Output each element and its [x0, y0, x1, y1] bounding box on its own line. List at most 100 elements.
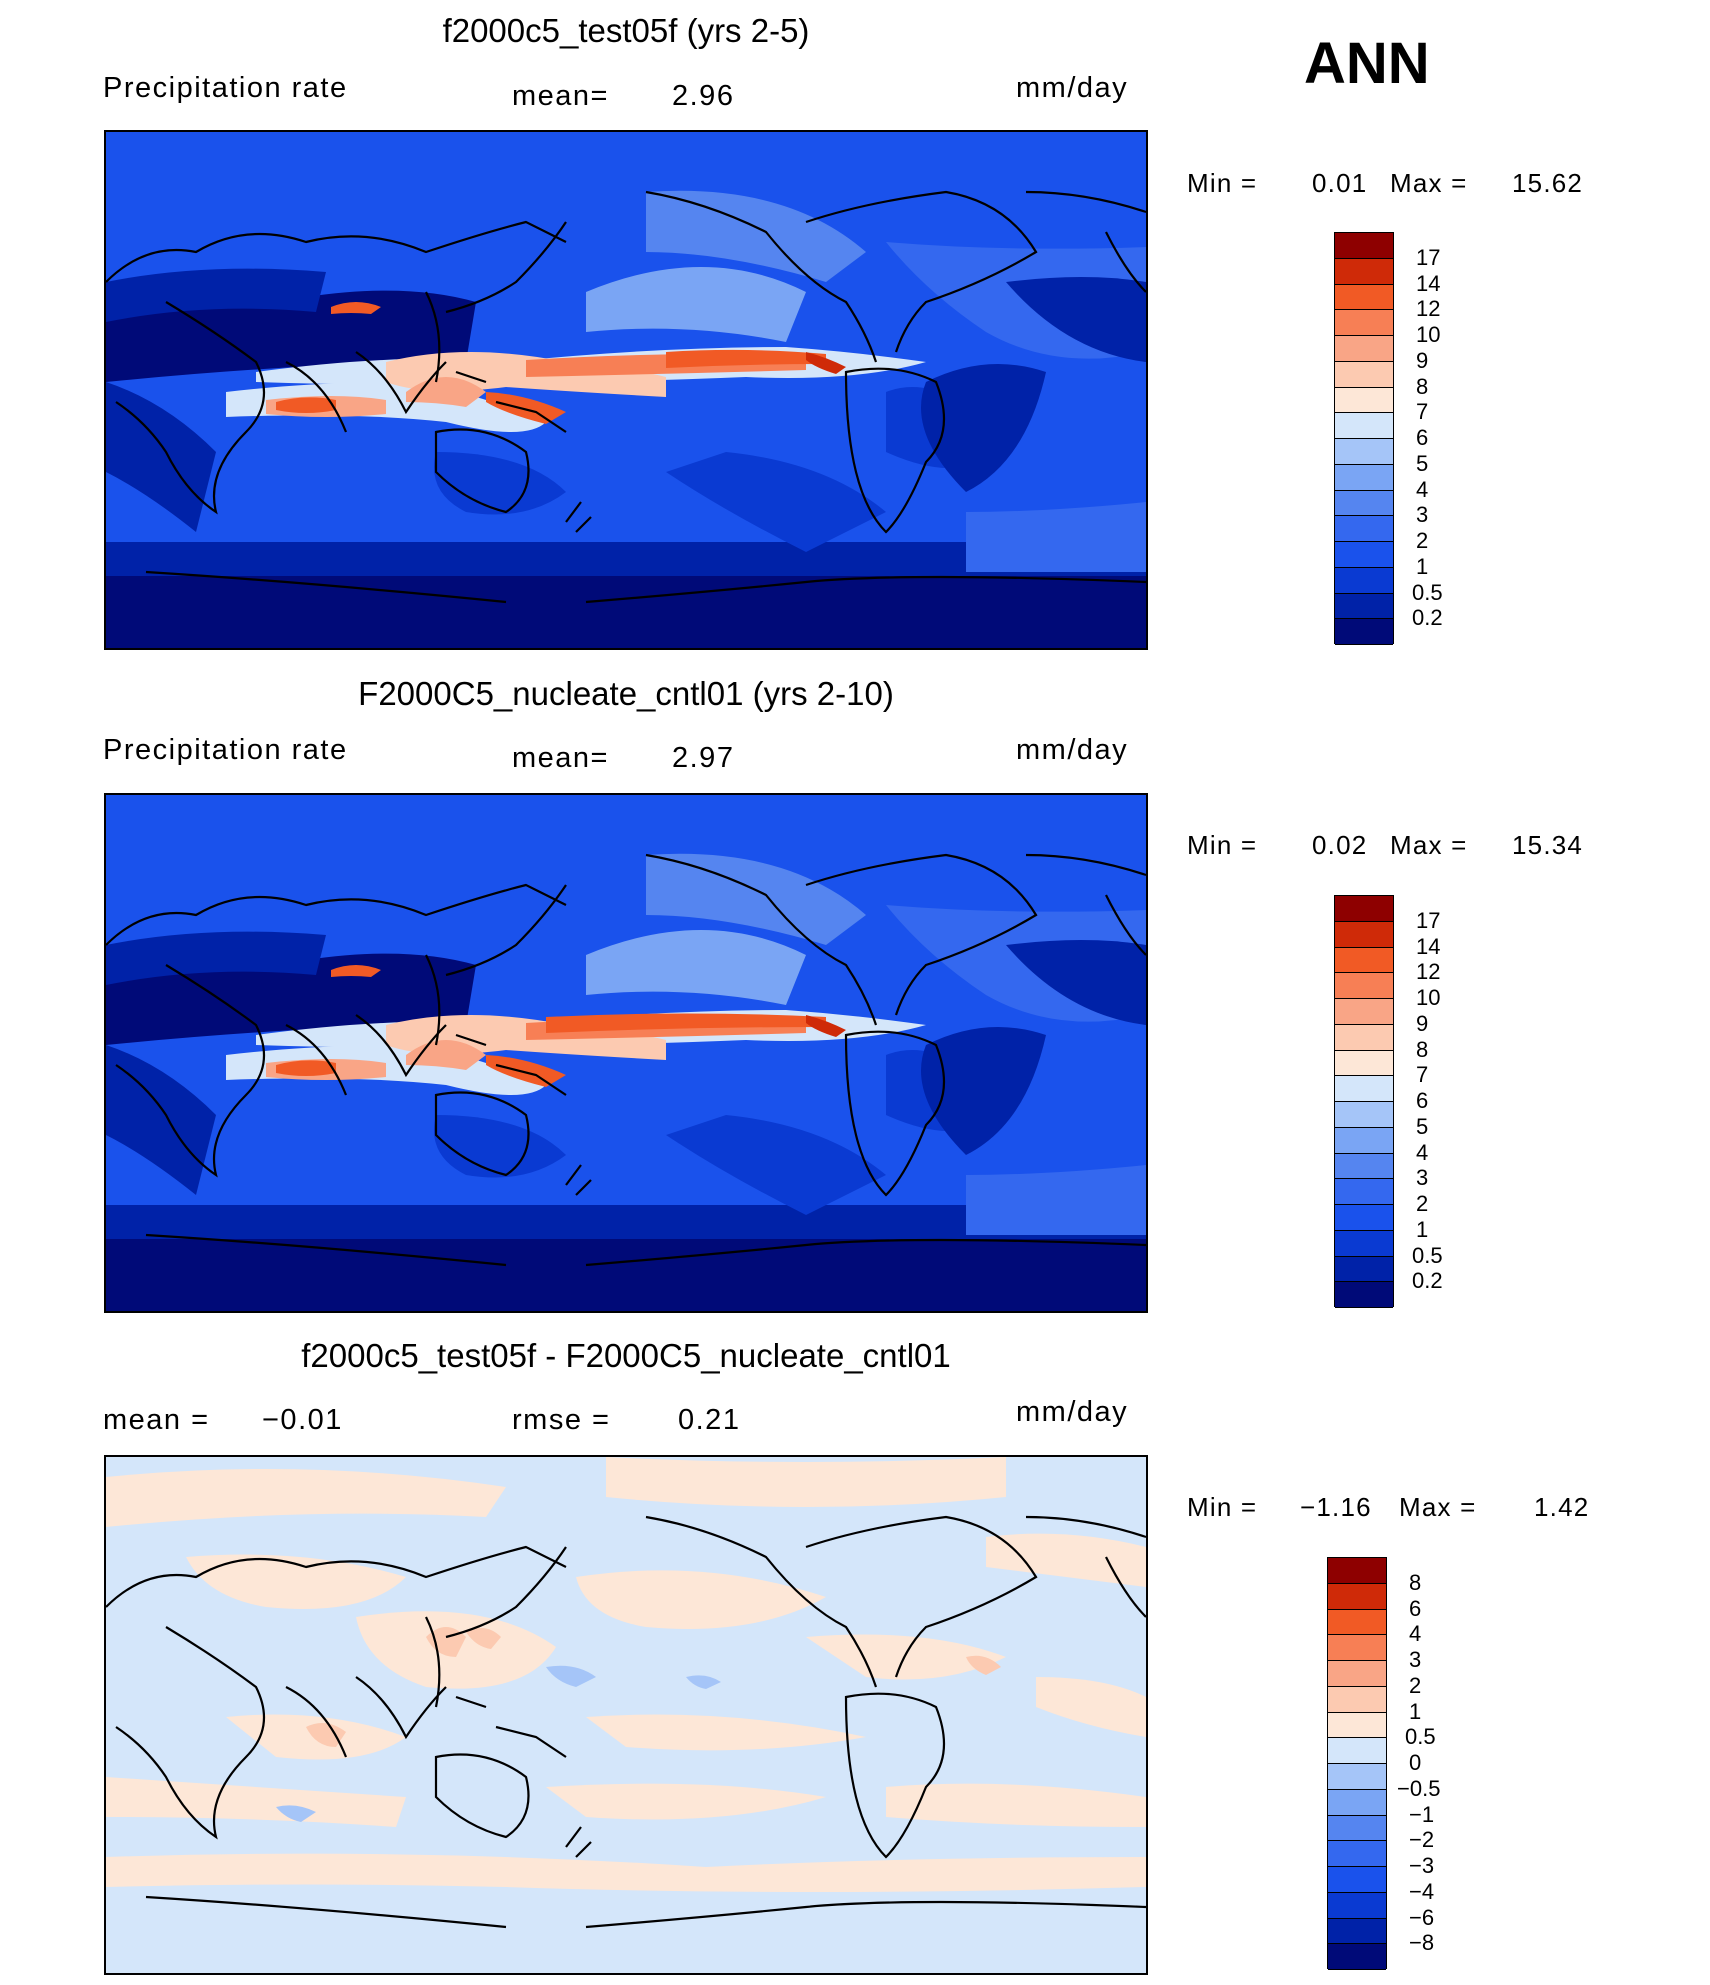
colorbar-3-box	[1328, 1944, 1386, 1970]
colorbar-2-tick-label: 12	[1416, 959, 1441, 985]
colorbar-3-box	[1328, 1686, 1386, 1713]
colorbar-3-tick-label: 3	[1409, 1647, 1422, 1672]
colorbar-2-box	[1335, 896, 1393, 922]
colorbar-1-box	[1335, 567, 1393, 594]
colorbar-2-tick-label: 0.2	[1412, 1268, 1443, 1294]
colorbar-2-box	[1335, 1127, 1393, 1154]
colorbar-1-tick-label: 7	[1416, 399, 1429, 425]
colorbar-1-tick-label: 3	[1416, 502, 1429, 528]
panel-2-map-svg	[106, 795, 1146, 1311]
colorbar-2-tick-label: 0.5	[1412, 1242, 1443, 1268]
panel-2-colorbar	[1334, 895, 1394, 1308]
colorbar-3-box	[1328, 1789, 1386, 1816]
colorbar-3-box	[1328, 1892, 1386, 1919]
panel-1-min-value: 0.01	[1312, 168, 1368, 198]
colorbar-2-tick-label: 17	[1416, 907, 1441, 933]
colorbar-3-box	[1328, 1609, 1386, 1636]
colorbar-3-tick-label: −6	[1409, 1904, 1435, 1930]
colorbar-3-tick-label: 0	[1409, 1750, 1422, 1775]
colorbar-2-box	[1335, 973, 1393, 999]
colorbar-2-tick-label: 8	[1416, 1036, 1429, 1062]
colorbar-1-tick-label: 17	[1416, 244, 1441, 270]
colorbar-3-tick-label: −8	[1409, 1930, 1435, 1956]
panel-1-variable-label: Precipitation rate	[103, 72, 348, 104]
colorbar-1-tick-label: 12	[1416, 296, 1441, 322]
colorbar-1-box	[1335, 336, 1393, 362]
colorbar-2-box	[1335, 1153, 1393, 1180]
colorbar-3-box	[1328, 1635, 1386, 1661]
colorbar-3-box	[1328, 1867, 1386, 1893]
colorbar-1-box	[1335, 413, 1393, 439]
colorbar-2-box	[1335, 1256, 1393, 1283]
colorbar-2-box	[1335, 1076, 1393, 1102]
colorbar-2-box	[1335, 1179, 1393, 1205]
colorbar-2-tick-label: 10	[1416, 985, 1441, 1010]
colorbar-3-tick-label: −0.5	[1397, 1775, 1441, 1801]
colorbar-1-box	[1335, 619, 1393, 645]
colorbar-2-box	[1335, 1024, 1393, 1051]
panel-3-title: f2000c5_test05f - F2000C5_nucleate_cntl0…	[301, 1337, 951, 1374]
colorbar-1-box	[1335, 387, 1393, 414]
colorbar-1-tick-label: 14	[1416, 270, 1441, 296]
season-label: ANN	[1304, 31, 1430, 96]
colorbar-2-box	[1335, 999, 1393, 1025]
colorbar-3-box	[1328, 1918, 1386, 1945]
colorbar-3-box	[1328, 1815, 1386, 1842]
colorbar-3-tick-label: −2	[1409, 1827, 1435, 1853]
colorbar-3-tick-label: 1	[1409, 1698, 1422, 1724]
panel-3-colorbar	[1327, 1557, 1387, 1970]
panel-3-units: mm/day	[1016, 1396, 1129, 1428]
panel-1-units: mm/day	[1016, 72, 1129, 104]
colorbar-3-tick-label: −4	[1409, 1878, 1435, 1904]
panel-1-mean-label: mean=	[512, 80, 609, 112]
panel-2-max-value: 15.34	[1512, 830, 1584, 860]
panel-3-map-svg	[106, 1457, 1146, 1973]
colorbar-1-tick-label: 10	[1416, 322, 1441, 347]
panel-2-min-value: 0.02	[1312, 830, 1368, 860]
colorbar-3-box	[1328, 1764, 1386, 1790]
panel-3-min-value: −1.16	[1300, 1492, 1372, 1522]
colorbar-1-box	[1335, 258, 1393, 285]
panel-1-colorbar	[1334, 232, 1394, 645]
colorbar-2-tick-label: 7	[1416, 1062, 1429, 1088]
colorbar-2-box	[1335, 921, 1393, 948]
colorbar-2-tick-label: 14	[1416, 933, 1441, 959]
colorbar-2-box	[1335, 1102, 1393, 1128]
colorbar-3-box	[1328, 1661, 1386, 1687]
panel-3-mean-label: mean =	[103, 1404, 210, 1436]
colorbar-3-tick-label: 2	[1409, 1672, 1422, 1698]
colorbar-3-tick-label: 8	[1409, 1569, 1422, 1595]
panel-2-title: F2000C5_nucleate_cntl01 (yrs 2-10)	[358, 675, 894, 712]
colorbar-2-tick-label: 4	[1416, 1139, 1429, 1165]
colorbar-1-box	[1335, 464, 1393, 491]
panel-2-min-label: Min =	[1187, 830, 1258, 860]
colorbar-1-box	[1335, 233, 1393, 259]
panel-1-max-label: Max =	[1390, 168, 1468, 198]
colorbar-2-box	[1335, 1050, 1393, 1077]
panel-3-min-label: Min =	[1187, 1492, 1258, 1522]
colorbar-1-box	[1335, 361, 1393, 388]
colorbar-3-box	[1328, 1558, 1386, 1584]
colorbar-1-tick-label: 9	[1416, 347, 1429, 373]
colorbar-1-box	[1335, 310, 1393, 336]
panel-1-map-svg	[106, 132, 1146, 648]
colorbar-3-tick-label: 4	[1409, 1621, 1422, 1647]
colorbar-3-box	[1328, 1583, 1386, 1610]
colorbar-3-box	[1328, 1738, 1386, 1764]
panel-3-rmse-value: 0.21	[678, 1404, 741, 1436]
panel-2-variable-label: Precipitation rate	[103, 734, 348, 766]
colorbar-1-tick-label: 4	[1416, 476, 1429, 502]
colorbar-1-tick-label: 2	[1416, 528, 1429, 553]
panel-2-units: mm/day	[1016, 734, 1129, 766]
colorbar-1-tick-label: 1	[1416, 553, 1429, 579]
panel-3-rmse-label: rmse =	[512, 1404, 611, 1436]
colorbar-2-box	[1335, 1230, 1393, 1257]
panel-1-max-value: 15.62	[1512, 168, 1584, 198]
panel-1-title: f2000c5_test05f (yrs 2-5)	[442, 12, 810, 49]
panel-3-map	[104, 1455, 1148, 1975]
panel-3-max-value: 1.42	[1534, 1492, 1590, 1522]
colorbar-1-box	[1335, 593, 1393, 620]
panel-2-mean-value: 2.97	[672, 742, 735, 774]
colorbar-3-tick-label: 0.5	[1405, 1724, 1436, 1750]
colorbar-1-tick-label: 0.5	[1412, 579, 1443, 605]
